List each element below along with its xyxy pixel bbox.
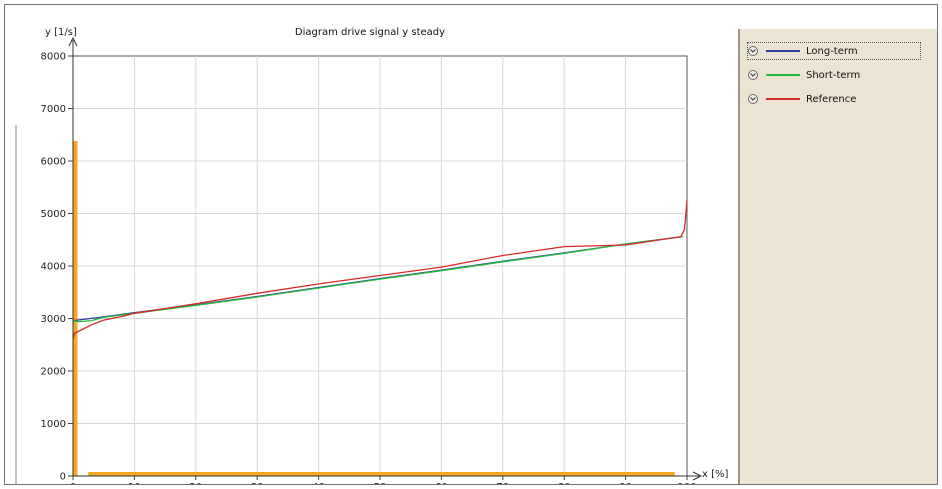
x-axis-arrow <box>692 471 703 481</box>
chart-plot: 0 1000 2000 3000 4000 5000 6000 7000 8000 0 10 20 3… <box>15 27 729 485</box>
y-axis-highlight-band <box>73 141 78 477</box>
legend-panel: Long-term Short-term Reference <box>738 29 937 484</box>
y-tick-label: 1000 <box>41 419 66 430</box>
x-axis-highlight-band <box>88 472 675 476</box>
x-tick-label: 50 <box>374 482 387 485</box>
y-tick-label: 6000 <box>41 157 66 168</box>
chevron-down-icon[interactable] <box>748 46 758 56</box>
legend-item-short-term[interactable]: Short-term <box>748 67 920 83</box>
y-axis-arrow <box>68 36 78 47</box>
y-tick-label: 8000 <box>41 52 66 63</box>
chevron-down-icon[interactable] <box>748 70 758 80</box>
legend-swatch-long-term <box>766 50 800 52</box>
x-tick-label: 100 <box>677 482 696 485</box>
legend-item-reference[interactable]: Reference <box>748 91 920 107</box>
x-tick-label: 30 <box>251 482 264 485</box>
y-tick-label: 3000 <box>41 314 66 325</box>
y-tick-label: 4000 <box>41 262 66 273</box>
series-line-reference <box>72 200 688 339</box>
x-tick-label: 20 <box>189 482 202 485</box>
x-axis-ticks: 0 10 20 30 40 50 60 70 80 90 100 <box>70 476 697 485</box>
y-tick-label: 0 <box>60 472 66 483</box>
x-axis-label: x [%] <box>702 469 729 480</box>
axes <box>68 36 703 481</box>
y-axis-ticks: 0 1000 2000 3000 4000 5000 6000 7000 8000 <box>41 52 73 483</box>
x-tick-label: 0 <box>70 482 76 485</box>
legend-swatch-short-term <box>766 74 800 76</box>
y-axis-label: y [1/s] <box>45 27 77 38</box>
x-tick-label: 10 <box>128 482 141 485</box>
x-tick-label: 60 <box>435 482 448 485</box>
legend-item-long-term[interactable]: Long-term <box>747 42 921 60</box>
series-lines <box>72 200 688 339</box>
y-tick-label: 5000 <box>41 209 66 220</box>
y-tick-label: 2000 <box>41 367 66 378</box>
chart-window: 0 1000 2000 3000 4000 5000 6000 7000 8000 0 10 20 3… <box>4 4 938 485</box>
x-tick-label: 80 <box>558 482 571 485</box>
x-tick-label: 70 <box>496 482 509 485</box>
legend-label-long-term: Long-term <box>806 45 858 57</box>
series-line-short-term <box>72 235 683 323</box>
legend-swatch-reference <box>766 98 800 100</box>
chevron-down-icon[interactable] <box>748 94 758 104</box>
legend-label-short-term: Short-term <box>806 69 861 81</box>
legend-label-reference: Reference <box>806 93 857 105</box>
grid-lines <box>73 56 687 476</box>
highlight-bands <box>73 141 675 477</box>
chart-title: Diagram drive signal y steady <box>295 27 445 38</box>
y-tick-label: 7000 <box>41 104 66 115</box>
x-tick-label: 40 <box>312 482 325 485</box>
x-tick-label: 90 <box>619 482 632 485</box>
